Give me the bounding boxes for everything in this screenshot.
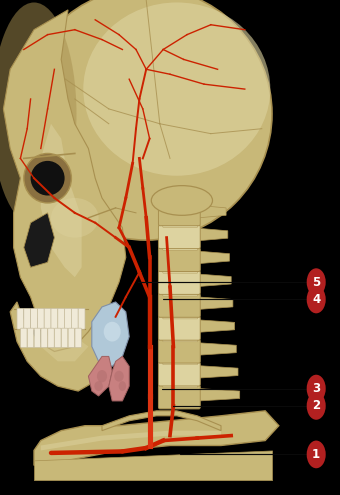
Polygon shape: [199, 297, 233, 309]
Text: 3: 3: [312, 382, 320, 395]
FancyBboxPatch shape: [163, 338, 198, 342]
FancyBboxPatch shape: [163, 292, 198, 296]
FancyBboxPatch shape: [78, 308, 85, 329]
FancyBboxPatch shape: [58, 308, 65, 329]
FancyBboxPatch shape: [37, 308, 44, 329]
FancyBboxPatch shape: [158, 202, 200, 226]
Polygon shape: [3, 10, 126, 376]
Polygon shape: [199, 320, 235, 332]
Text: 4: 4: [312, 293, 320, 306]
FancyBboxPatch shape: [44, 308, 51, 329]
Text: 5: 5: [312, 276, 320, 289]
Polygon shape: [88, 356, 112, 396]
FancyBboxPatch shape: [20, 328, 27, 347]
Polygon shape: [199, 343, 236, 355]
Ellipse shape: [114, 371, 124, 382]
FancyBboxPatch shape: [24, 308, 31, 329]
Ellipse shape: [31, 161, 65, 196]
Polygon shape: [109, 356, 129, 401]
FancyBboxPatch shape: [75, 328, 81, 347]
Polygon shape: [41, 124, 82, 277]
Polygon shape: [199, 251, 230, 263]
Polygon shape: [92, 302, 129, 366]
Polygon shape: [199, 366, 238, 378]
Polygon shape: [199, 228, 228, 241]
FancyBboxPatch shape: [51, 308, 58, 329]
FancyBboxPatch shape: [158, 248, 200, 271]
FancyBboxPatch shape: [71, 308, 78, 329]
FancyBboxPatch shape: [61, 328, 68, 347]
Ellipse shape: [104, 322, 121, 342]
Ellipse shape: [97, 370, 107, 382]
FancyBboxPatch shape: [68, 328, 74, 347]
FancyBboxPatch shape: [31, 308, 37, 329]
FancyBboxPatch shape: [163, 223, 198, 227]
FancyBboxPatch shape: [163, 269, 198, 273]
FancyBboxPatch shape: [158, 362, 200, 386]
Polygon shape: [24, 213, 54, 267]
Polygon shape: [34, 322, 88, 361]
FancyBboxPatch shape: [54, 328, 61, 347]
Polygon shape: [199, 205, 226, 218]
FancyBboxPatch shape: [41, 328, 47, 347]
Polygon shape: [41, 431, 221, 450]
FancyBboxPatch shape: [65, 308, 71, 329]
Polygon shape: [102, 411, 221, 431]
FancyBboxPatch shape: [48, 328, 54, 347]
Circle shape: [307, 286, 326, 313]
FancyBboxPatch shape: [28, 328, 34, 347]
Ellipse shape: [24, 153, 71, 203]
FancyBboxPatch shape: [163, 360, 198, 365]
Polygon shape: [199, 389, 240, 401]
Circle shape: [307, 375, 326, 402]
FancyBboxPatch shape: [158, 294, 200, 317]
Text: 2: 2: [312, 399, 320, 412]
Polygon shape: [199, 274, 231, 287]
Circle shape: [307, 268, 326, 296]
FancyBboxPatch shape: [163, 314, 198, 319]
Ellipse shape: [51, 198, 99, 238]
FancyBboxPatch shape: [158, 225, 200, 248]
Ellipse shape: [94, 381, 103, 391]
Ellipse shape: [0, 2, 76, 225]
Ellipse shape: [20, 0, 272, 240]
FancyBboxPatch shape: [17, 308, 24, 329]
FancyBboxPatch shape: [163, 383, 198, 388]
FancyBboxPatch shape: [158, 271, 200, 295]
FancyBboxPatch shape: [158, 340, 200, 363]
Circle shape: [307, 441, 326, 468]
FancyBboxPatch shape: [163, 246, 198, 250]
Text: 1: 1: [312, 448, 320, 461]
FancyBboxPatch shape: [34, 328, 41, 347]
Ellipse shape: [83, 2, 270, 176]
Polygon shape: [34, 411, 279, 465]
FancyBboxPatch shape: [158, 385, 200, 409]
Circle shape: [307, 392, 326, 420]
Polygon shape: [10, 302, 109, 391]
Ellipse shape: [119, 381, 126, 391]
Ellipse shape: [151, 186, 212, 215]
FancyBboxPatch shape: [158, 316, 200, 340]
